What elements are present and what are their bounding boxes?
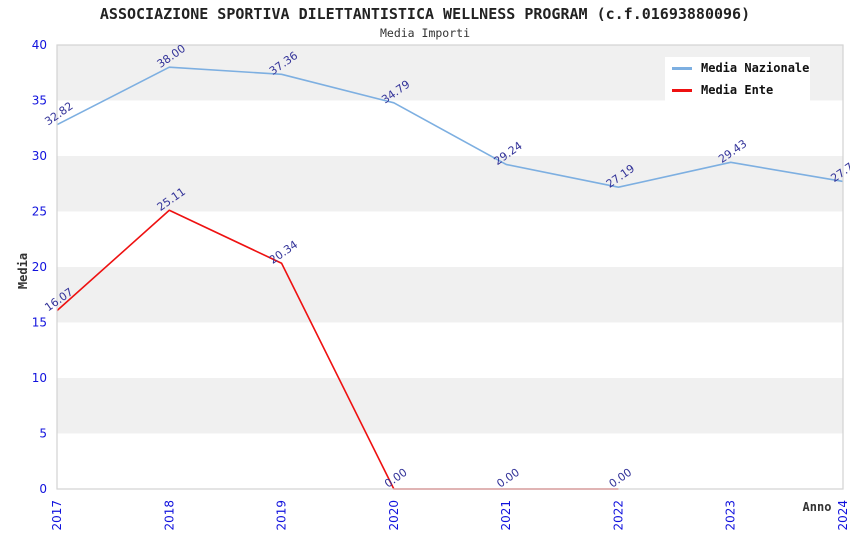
chart-title: ASSOCIAZIONE SPORTIVA DILETTANTISTICA WE… bbox=[99, 5, 751, 23]
band bbox=[57, 378, 843, 434]
y-tick-label: 30 bbox=[32, 149, 47, 163]
x-tick-label: 2021 bbox=[499, 500, 513, 531]
legend-label-media-ente: Media Ente bbox=[701, 83, 774, 97]
x-tick-label: 2020 bbox=[387, 500, 401, 531]
data-label: 0.00 bbox=[607, 466, 635, 491]
x-tick-label: 2023 bbox=[724, 500, 738, 531]
series-line-1 bbox=[56, 209, 619, 490]
y-tick-label: 35 bbox=[32, 94, 47, 108]
legend-item-media-nazionale: Media Nazionale bbox=[665, 59, 810, 77]
legend-label-media-nazionale: Media Nazionale bbox=[701, 61, 810, 75]
series-line-0 bbox=[56, 66, 844, 188]
y-tick-label: 40 bbox=[32, 38, 47, 52]
y-tick-label: 20 bbox=[32, 260, 47, 274]
data-label: 0.00 bbox=[382, 466, 410, 491]
x-tick-label: 2019 bbox=[275, 500, 289, 531]
band bbox=[57, 267, 843, 323]
band bbox=[57, 156, 843, 212]
y-tick-label: 5 bbox=[39, 427, 47, 441]
plot-border bbox=[56, 44, 844, 490]
y-tick-label: 10 bbox=[32, 371, 47, 385]
x-tick-label: 2022 bbox=[611, 500, 625, 531]
y-tick-label: 25 bbox=[32, 205, 47, 219]
y-tick-label: 15 bbox=[32, 316, 47, 330]
data-label: 20.34 bbox=[267, 238, 300, 267]
media-ente-line-swatch-icon bbox=[672, 88, 692, 92]
y-axis-title: Media bbox=[16, 253, 30, 289]
x-tick-label: 2017 bbox=[50, 500, 64, 531]
legend-item-media-ente: Media Ente bbox=[665, 81, 810, 99]
x-axis-title: Anno bbox=[803, 500, 832, 514]
media-nazionale-line-swatch-icon bbox=[672, 66, 692, 70]
x-tick-label: 2018 bbox=[162, 500, 176, 531]
data-label: 0.00 bbox=[494, 466, 522, 491]
chart-subtitle: Media Importi bbox=[379, 26, 470, 40]
legend-box: Media Nazionale Media Ente bbox=[665, 57, 810, 101]
x-tick-label: 2024 bbox=[836, 500, 850, 531]
y-tick-label: 0 bbox=[39, 482, 47, 496]
